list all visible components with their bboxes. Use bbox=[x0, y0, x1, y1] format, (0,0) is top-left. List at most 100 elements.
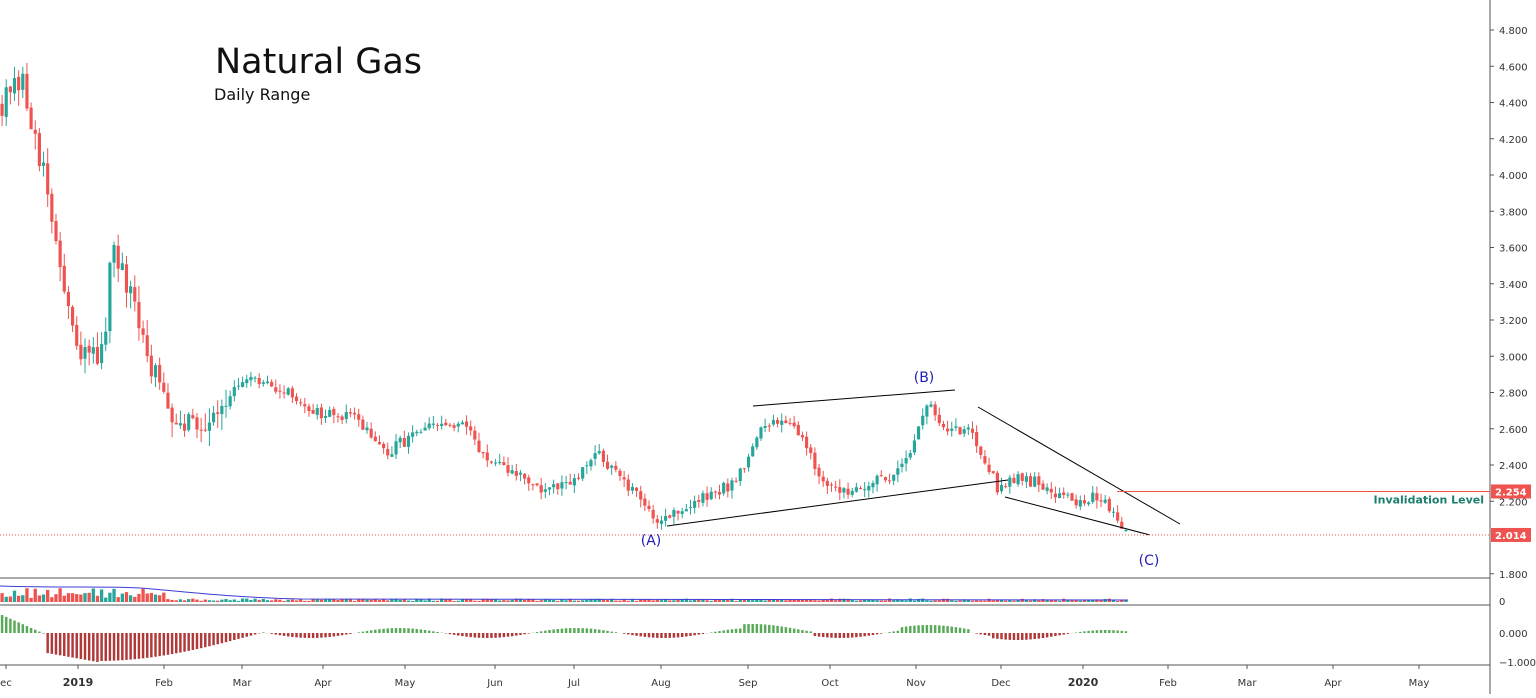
candle-body bbox=[1107, 499, 1111, 512]
volume-bar bbox=[1070, 599, 1074, 602]
candle-body bbox=[402, 437, 406, 447]
candle-body bbox=[112, 244, 116, 263]
y-tick-label: 3.800 bbox=[1499, 207, 1528, 218]
volume-bar bbox=[945, 598, 950, 602]
volume-bar bbox=[286, 599, 290, 602]
volume-bar bbox=[17, 595, 21, 602]
candle-body bbox=[966, 427, 970, 430]
candle-body bbox=[294, 396, 299, 402]
candle-body bbox=[203, 429, 207, 431]
volume-bar bbox=[1099, 600, 1103, 602]
volume-bar bbox=[245, 598, 249, 602]
candle-body bbox=[1082, 500, 1087, 504]
volume-bar bbox=[672, 600, 676, 602]
last-price-label: 2.014 bbox=[1495, 531, 1527, 542]
candle-body bbox=[651, 509, 655, 519]
candle-body bbox=[100, 344, 104, 364]
volume-bar bbox=[54, 594, 58, 602]
volume-bar bbox=[66, 593, 71, 602]
candle-body bbox=[406, 435, 411, 447]
candle-body bbox=[54, 221, 58, 242]
candle-body bbox=[1120, 521, 1124, 529]
candle-body bbox=[261, 382, 265, 384]
candle-body bbox=[709, 491, 713, 500]
candle-body bbox=[1095, 493, 1099, 501]
candle-body bbox=[576, 477, 581, 479]
volume-bar bbox=[506, 600, 510, 602]
candle-body bbox=[788, 422, 792, 424]
volume-bar bbox=[829, 598, 834, 602]
candle-body bbox=[282, 392, 286, 394]
candle-body bbox=[763, 426, 767, 428]
volume-bar bbox=[800, 599, 805, 602]
candle-body bbox=[693, 500, 697, 508]
volume-bar bbox=[381, 599, 386, 602]
y-tick-label: 2.800 bbox=[1499, 389, 1528, 400]
volume-bar bbox=[1066, 600, 1070, 602]
volume-bar bbox=[423, 600, 427, 602]
volume-bar bbox=[195, 599, 199, 602]
candle-body bbox=[892, 474, 896, 481]
candle-body bbox=[162, 382, 166, 392]
volume-bar bbox=[498, 600, 502, 602]
candle-body bbox=[630, 486, 635, 491]
candle-body bbox=[153, 365, 158, 378]
volume-bar bbox=[838, 598, 842, 602]
candle-body bbox=[572, 478, 576, 486]
candle-body bbox=[411, 432, 415, 437]
candle-body bbox=[1124, 529, 1128, 531]
candle-body bbox=[722, 482, 726, 494]
volume-bar bbox=[456, 600, 460, 602]
volume-bar bbox=[21, 595, 25, 602]
candle-body bbox=[1078, 500, 1082, 507]
volume-bar bbox=[162, 592, 166, 602]
volume-bar bbox=[804, 599, 809, 602]
volume-bar bbox=[299, 599, 303, 602]
volume-bar bbox=[1041, 599, 1045, 602]
x-tick-label: Apr bbox=[1324, 678, 1342, 689]
chart-subtitle: Daily Range bbox=[214, 85, 311, 104]
candle-body bbox=[626, 479, 630, 491]
candle-body bbox=[518, 472, 523, 475]
volume-bar bbox=[452, 600, 456, 602]
volume-bar bbox=[1008, 599, 1012, 602]
volume-bar bbox=[1053, 600, 1058, 602]
candle-body bbox=[149, 355, 153, 377]
candle-body bbox=[382, 443, 386, 449]
candle-body bbox=[1066, 494, 1070, 496]
candle-body bbox=[954, 426, 958, 428]
candle-body bbox=[33, 129, 37, 134]
volume-bar bbox=[328, 599, 332, 602]
candle-body bbox=[780, 420, 784, 425]
volume-bar bbox=[99, 589, 104, 602]
candle-body bbox=[643, 498, 647, 506]
volume-bar bbox=[1091, 599, 1095, 602]
candle-body bbox=[916, 426, 921, 440]
candle-body bbox=[481, 452, 485, 454]
volume-bar bbox=[1124, 600, 1128, 602]
volume-bar bbox=[1078, 600, 1082, 602]
candle-body bbox=[734, 480, 738, 482]
volume-bar bbox=[373, 599, 377, 602]
candle-body bbox=[879, 475, 883, 477]
x-tick-label: 2020 bbox=[1068, 676, 1099, 689]
candle-body bbox=[456, 423, 460, 427]
volume-bar bbox=[796, 599, 800, 602]
volume-bar bbox=[50, 597, 54, 602]
candle-body bbox=[775, 420, 780, 424]
volume-bar bbox=[726, 599, 730, 602]
candle-body bbox=[850, 490, 854, 495]
volume-bar bbox=[294, 600, 299, 602]
volume-bar bbox=[572, 600, 577, 602]
candle-body bbox=[133, 287, 137, 302]
volume-bar bbox=[974, 600, 979, 602]
volume-bar bbox=[402, 599, 406, 602]
volume-bar bbox=[663, 599, 668, 602]
volume-bar bbox=[357, 599, 361, 602]
volume-bar bbox=[929, 600, 933, 602]
candle-body bbox=[908, 453, 912, 458]
volume-bar bbox=[228, 600, 232, 602]
volume-bar bbox=[1111, 600, 1116, 602]
volume-bar bbox=[199, 600, 203, 602]
candle-body bbox=[365, 427, 369, 431]
